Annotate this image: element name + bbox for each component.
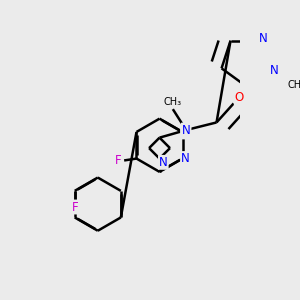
Text: F: F [115,154,122,167]
Text: N: N [159,156,168,169]
Text: O: O [235,91,244,104]
Text: N: N [182,124,190,136]
Text: F: F [71,200,78,214]
Text: N: N [259,32,268,45]
Text: CH₃: CH₃ [288,80,300,90]
Text: N: N [181,152,190,165]
Text: N: N [181,125,190,138]
Text: N: N [270,64,279,77]
Text: CH₃: CH₃ [164,97,182,106]
